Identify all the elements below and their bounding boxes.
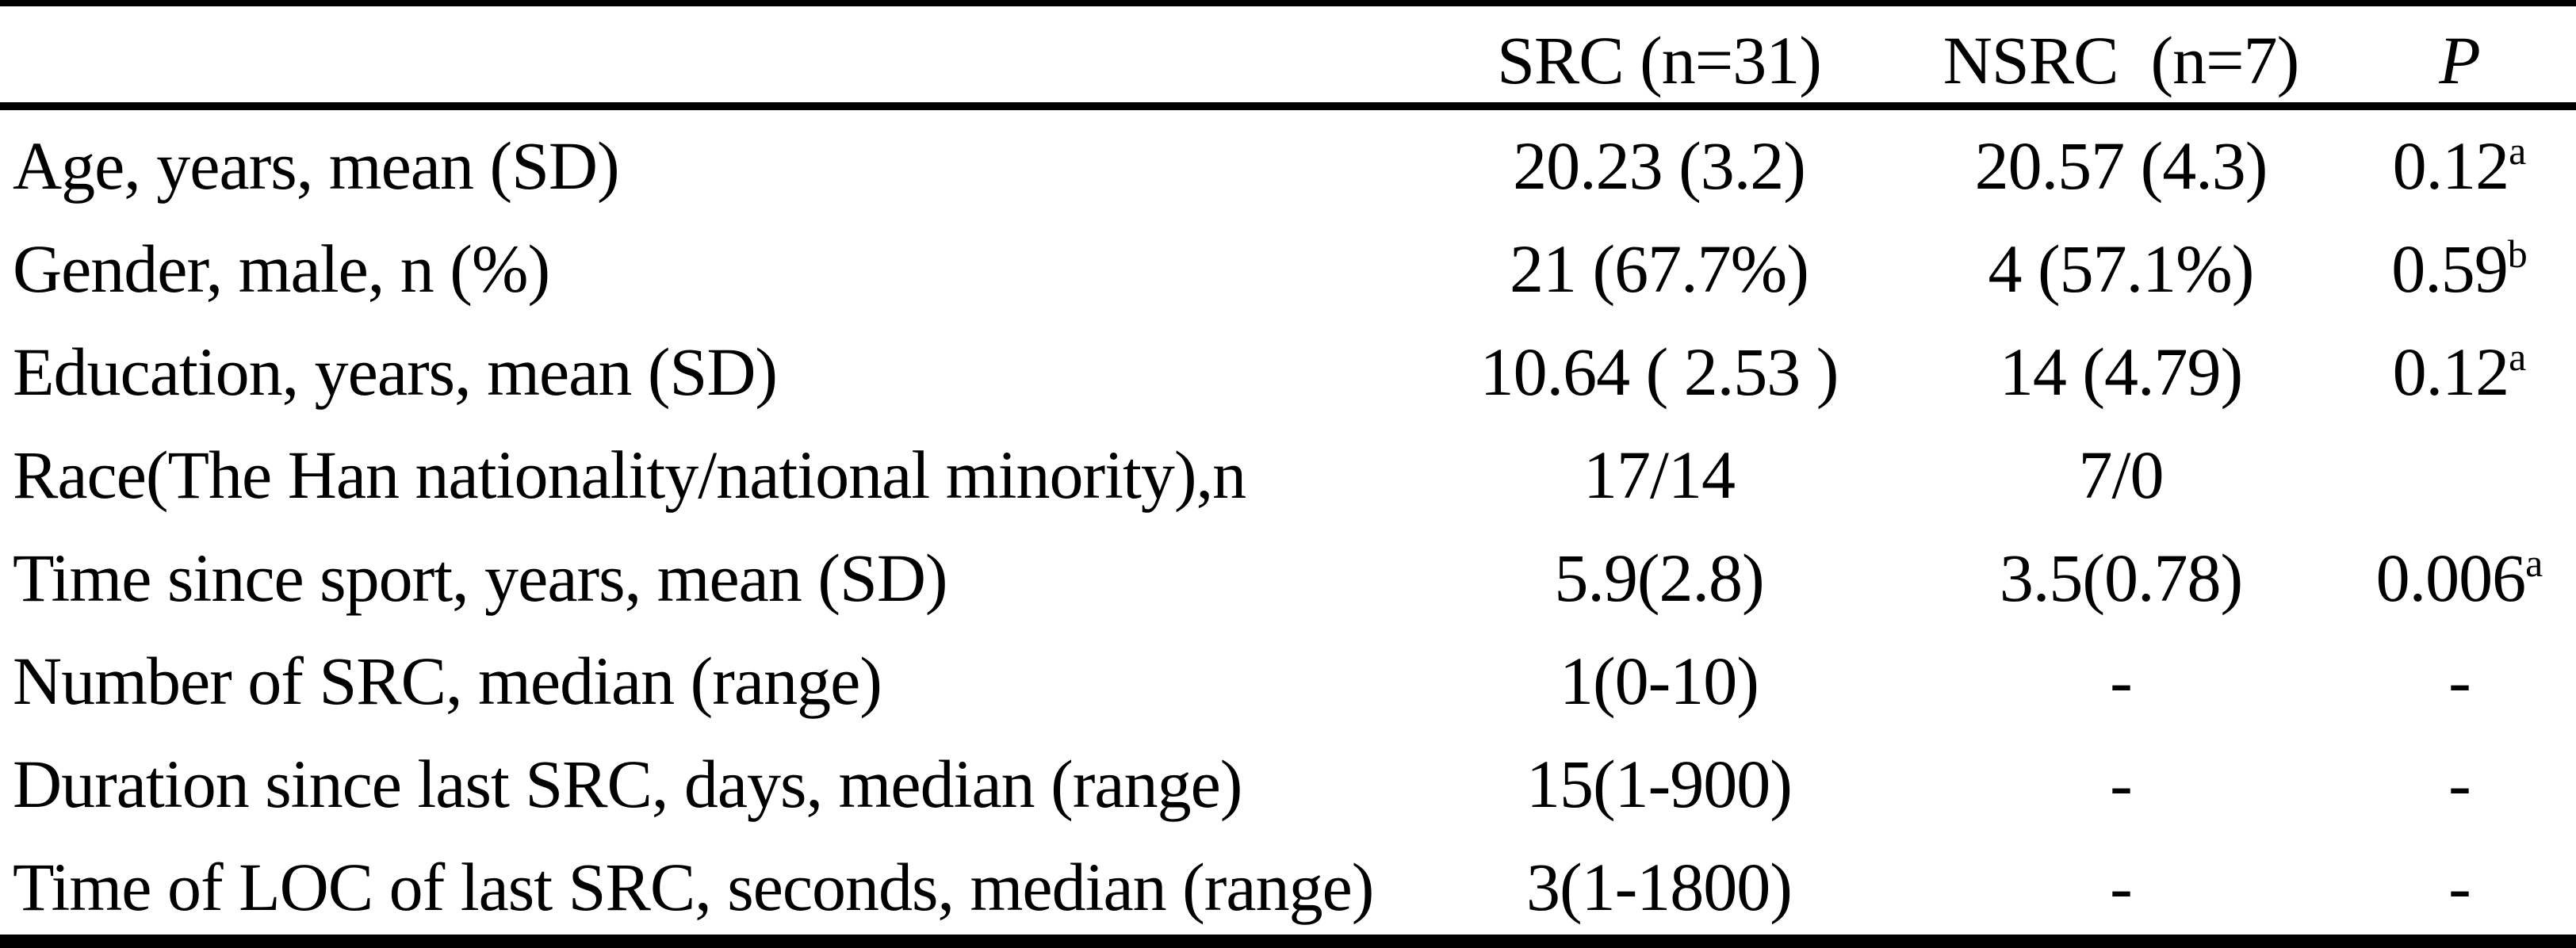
p-value-base: 0.12 [2392,334,2509,410]
nsrc-value: - [2110,849,2133,925]
row-label: Race(The Han nationality/national minori… [13,437,1246,513]
src-value: 21 (67.7%) [1510,231,1809,307]
row-label: Duration since last SRC, days, median (r… [13,746,1242,822]
src-value: 1(0-10) [1560,643,1759,719]
row-label: Age, years, mean (SD) [13,128,620,204]
nsrc-value: 3.5(0.78) [1999,540,2243,616]
row-label: Time since sport, years, mean (SD) [13,540,948,616]
nsrc-value: 7/0 [2078,437,2165,513]
src-value: 15(1-900) [1526,746,1793,822]
p-value-superscript: a [2509,335,2527,380]
header-nsrc: NSRC (n=7) [1943,21,2299,98]
src-value: 20.23 (3.2) [1513,128,1806,204]
src-value: 17/14 [1583,437,1736,513]
p-value-base: 0.006 [2375,540,2526,616]
table-row-education: Education, years, mean (SD) 10.64 ( 2.53… [0,316,2576,419]
row-label: Time of LOC of last SRC, seconds, median… [13,849,1374,925]
table-row-duration-since-last-src: Duration since last SRC, days, median (r… [0,728,2576,831]
p-value-base: - [2448,849,2471,925]
p-value-superscript: a [2509,129,2527,174]
p-value-base: - [2448,643,2471,719]
nsrc-value: 14 (4.79) [1999,334,2243,410]
nsrc-value: - [2110,746,2133,822]
nsrc-value: 4 (57.1%) [1988,231,2255,307]
p-value: - [2343,853,2576,921]
table-bottom-rule [0,935,2576,948]
table-top-rule [0,0,2576,6]
p-value-superscript: a [2525,541,2543,586]
table-row-time-of-loc: Time of LOC of last SRC, seconds, median… [0,831,2576,935]
nsrc-value: - [2110,643,2133,719]
table-row-gender: Gender, male, n (%) 21 (67.7%) 4 (57.1%)… [0,213,2576,316]
p-value: 0.12a [2343,338,2576,406]
table-row-race: Race(The Han nationality/national minori… [0,419,2576,522]
table-row-number-of-src: Number of SRC, median (range) 1(0-10) - … [0,625,2576,728]
row-label: Education, years, mean (SD) [13,334,778,410]
row-label: Gender, male, n (%) [13,231,550,307]
p-value-base: - [2448,746,2471,822]
p-value-base: 0.59 [2391,231,2508,307]
p-value: - [2343,750,2576,818]
header-src: SRC (n=31) [1497,21,1822,98]
header-p: P [2439,21,2481,98]
src-value: 10.64 ( 2.53 ) [1479,334,1839,410]
p-value-superscript: b [2507,232,2528,277]
table-header-row: SRC (n=31) NSRC (n=7) P [0,6,2576,102]
p-value: - [2343,647,2576,715]
header-divider-rule [0,102,2576,110]
row-label: Number of SRC, median (range) [13,643,882,719]
table-row-time-since-sport: Time since sport, years, mean (SD) 5.9(2… [0,522,2576,625]
src-value: 3(1-1800) [1526,849,1793,925]
table-body: Age, years, mean (SD) 20.23 (3.2) 20.57 … [0,110,2576,935]
p-value: 0.006a [2343,544,2576,612]
p-value-base: 0.12 [2392,128,2509,204]
table-row-age: Age, years, mean (SD) 20.23 (3.2) 20.57 … [0,110,2576,213]
src-value: 5.9(2.8) [1554,540,1764,616]
p-value: 0.12a [2343,132,2576,200]
nsrc-value: 20.57 (4.3) [1974,128,2268,204]
p-value: 0.59b [2343,235,2576,303]
